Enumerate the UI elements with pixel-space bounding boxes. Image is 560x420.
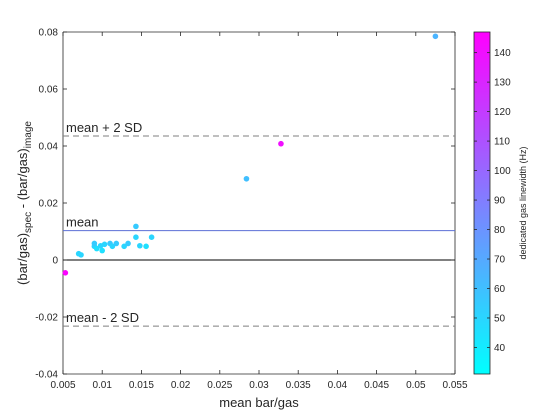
y-tick-label: -0.04 [35, 370, 58, 381]
colorbar-tick-label: 50 [494, 313, 506, 324]
y-tick-label: 0 [52, 256, 58, 267]
plot-area [63, 32, 455, 374]
x-axis-label: mean bar/gas [219, 395, 299, 410]
x-axis-ticks: 0.005 0.01 0.015 0.02 0.025 0.03 0.035 0.04 0.04… [50, 32, 468, 391]
data-point [99, 247, 105, 254]
data-point [78, 252, 84, 258]
x-tick-label: 0.055 [442, 380, 467, 391]
data-point [133, 223, 139, 230]
data-point [432, 33, 439, 40]
x-tick-label: 0.03 [249, 380, 269, 391]
y-axis-label-part: - (bar/gas) [15, 148, 30, 212]
data-point [137, 242, 143, 249]
data-point [101, 241, 108, 248]
colorbar: 40 50 60 70 80 90 100 110 120 130 140 dedicated ga… [473, 31, 528, 375]
y-axis-label-part: (bar/gas) [15, 233, 30, 285]
data-point [109, 243, 116, 250]
annotation-mean: mean [66, 215, 99, 230]
data-point [148, 234, 155, 240]
data-point [143, 243, 149, 250]
x-tick-label: 0.05 [406, 380, 426, 391]
x-tick-label: 0.02 [171, 380, 191, 391]
colorbar-tick-label: 130 [494, 78, 511, 89]
y-axis-label: (bar/gas)spec - (bar/gas)image [15, 121, 34, 285]
colorbar-tick-label: 140 [494, 48, 511, 59]
colorbar-tick-label: 110 [494, 137, 510, 148]
x-tick-label: 0.005 [50, 380, 75, 391]
data-point [91, 240, 98, 247]
annotation-mean-2-sd: mean - 2 SD [66, 310, 139, 325]
colorbar-label: dedicated gas linewidth (Hz) [518, 146, 528, 259]
y-tick-label: 0.02 [39, 199, 59, 210]
y-tick-label: 0.04 [39, 142, 59, 153]
data-point [278, 140, 284, 147]
colorbar-tick-label: 80 [494, 225, 506, 236]
colorbar-tick-label: 120 [494, 107, 511, 118]
x-tick-label: 0.04 [328, 380, 348, 391]
data-point [62, 270, 69, 276]
colorbar-tick-label: 60 [494, 284, 506, 295]
y-tick-label: -0.02 [35, 313, 58, 324]
colorbar-tick-label: 70 [494, 255, 506, 266]
x-tick-label: 0.025 [207, 380, 232, 391]
x-tick-label: 0.035 [286, 380, 311, 391]
data-point [243, 175, 250, 182]
colorbar-ticks: 40 50 60 70 80 90 100 110 120 130 140 [474, 48, 511, 354]
reference-line-labels: mean + 2 SD mean mean - 2 SD [66, 120, 142, 325]
y-axis-label-subscript: spec [23, 212, 34, 233]
data-point [93, 245, 100, 252]
x-tick-label: 0.045 [364, 380, 389, 391]
colorbar-tick-label: 90 [494, 196, 506, 207]
data-point [121, 243, 127, 250]
y-axis-label-subscript: image [23, 121, 34, 149]
annotation-mean-2-sd: mean + 2 SD [66, 120, 142, 135]
data-point [113, 240, 120, 247]
data-points [62, 33, 439, 276]
colorbar-gradient [473, 31, 491, 375]
reference-lines [63, 135, 455, 327]
y-tick-label: 0.08 [39, 28, 59, 39]
x-tick-label: 0.015 [129, 380, 154, 391]
y-axis-ticks: -0.04 -0.02 0 0.02 0.04 0.06 0.08 [35, 28, 455, 381]
y-tick-label: 0.06 [39, 85, 59, 96]
colorbar-tick-label: 40 [494, 343, 506, 354]
x-tick-label: 0.01 [92, 380, 112, 391]
colorbar-tick-label: 100 [494, 166, 511, 177]
data-point [133, 234, 139, 240]
data-point [125, 240, 131, 247]
